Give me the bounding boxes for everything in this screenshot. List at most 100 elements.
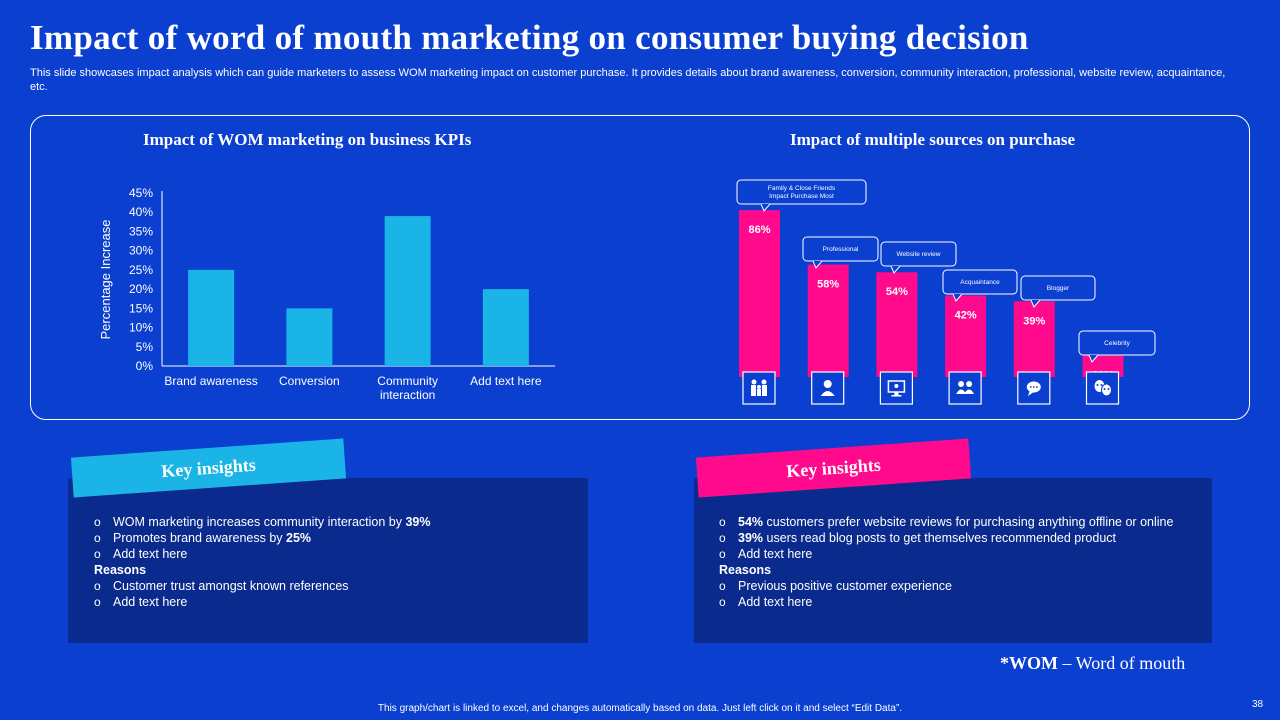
y-tick-label: 45% xyxy=(129,186,153,200)
sources-bar-chart: 86%58%54%42%39%11%Family & Close Friends… xyxy=(736,179,1156,405)
callout-tail xyxy=(1030,299,1041,308)
insight-text: Reasons xyxy=(719,563,772,577)
value-label: 54% xyxy=(886,286,908,298)
insight-text: Previous positive customer experience xyxy=(738,579,952,593)
page-subtitle: This slide showcases impact analysis whi… xyxy=(30,67,1226,93)
value-label: 42% xyxy=(955,310,977,322)
icon-head xyxy=(958,381,965,387)
insight-item: Add text here xyxy=(719,594,1189,610)
wom-footnote: *WOM – Word of mouth xyxy=(1000,653,1185,674)
theater-masks-icon xyxy=(1085,371,1120,405)
insight-value: 39% xyxy=(405,515,431,529)
kpi-bar-chart: 0% 5% 10% 15% 20% 25% 30% 35% 40% 45% Percentage I… xyxy=(98,186,555,402)
y-tick-label: 35% xyxy=(129,224,153,238)
chat-bubble-icon xyxy=(1017,371,1051,405)
insight-text: customers prefer website reviews for pur… xyxy=(763,515,1174,529)
icon-stand xyxy=(894,392,899,395)
icon-dot xyxy=(1032,386,1035,388)
charts-panel xyxy=(30,115,1250,420)
callout-text: Impact Purchase Most xyxy=(769,193,834,200)
callout-text: Acquaintance xyxy=(960,279,1000,286)
callout-bubble xyxy=(802,236,879,262)
insight-item: Add text here xyxy=(94,594,574,610)
x-tick-label: interaction xyxy=(380,388,435,402)
family-icon xyxy=(742,371,776,405)
insight-item: Add text here xyxy=(94,546,574,562)
y-tick-label: 15% xyxy=(129,301,153,315)
value-label: 86% xyxy=(748,224,770,236)
source-bar xyxy=(807,264,849,377)
source-bar xyxy=(739,210,780,377)
icon-head xyxy=(966,381,973,387)
y-axis-title: Percentage Increase xyxy=(98,220,113,340)
icon-dot xyxy=(894,384,899,388)
y-tick-label: 30% xyxy=(129,244,153,258)
y-tick-label: 40% xyxy=(129,205,153,219)
icon-head xyxy=(761,379,767,385)
icon-frame xyxy=(948,371,982,405)
callout-tail xyxy=(890,265,901,274)
y-tick-label: 20% xyxy=(129,282,153,296)
icon-body xyxy=(820,391,835,396)
insight-text: Add text here xyxy=(113,547,188,561)
source-bar xyxy=(1013,301,1055,377)
icon-eye xyxy=(1096,384,1099,386)
page-number: 38 xyxy=(1252,699,1264,710)
callout-text: Celebrity xyxy=(1104,340,1130,347)
bar xyxy=(482,289,529,366)
callout-text: Website review xyxy=(897,251,941,258)
icon-dot xyxy=(1029,386,1032,388)
callout-text: Family & Close Friends xyxy=(768,185,836,192)
insight-text: Reasons xyxy=(94,563,147,577)
icon-eye xyxy=(1107,388,1110,390)
callout-tail xyxy=(812,260,823,269)
icon-body xyxy=(956,389,967,394)
x-tick-label: Conversion xyxy=(279,374,340,388)
insight-item: Add text here xyxy=(719,546,1189,562)
reasons-heading: Reasons xyxy=(94,562,574,578)
insight-item: 54% customers prefer website reviews for… xyxy=(719,514,1189,530)
bar xyxy=(188,269,235,366)
insight-value: 39% xyxy=(738,531,764,545)
insight-item: Promotes brand awareness by 25% xyxy=(94,530,574,546)
callout-bubble xyxy=(1020,275,1096,301)
right-chart-title: Impact of multiple sources on purchase xyxy=(790,130,1076,149)
insight-text: Promotes brand awareness by xyxy=(113,531,287,545)
insight-item: Customer trust amongst known references xyxy=(94,578,574,594)
insight-text: WOM marketing increases community intera… xyxy=(113,515,406,529)
wom-abbr: *WOM xyxy=(1000,653,1058,673)
bar xyxy=(384,216,431,366)
x-tick-label: Add text here xyxy=(470,374,542,388)
icon-head xyxy=(751,379,757,385)
person-icon xyxy=(811,371,845,405)
x-tick-label: Brand awareness xyxy=(164,374,257,388)
value-label: 39% xyxy=(1023,315,1045,327)
callout-tail xyxy=(1088,354,1099,363)
callout-text: Professional xyxy=(823,246,859,253)
source-bar xyxy=(876,272,918,377)
footer-note: This graph/chart is linked to excel, and… xyxy=(377,703,903,714)
icon-eye xyxy=(1103,388,1106,390)
icon-mask xyxy=(1101,383,1112,397)
insight-item: 39% users read blog posts to get themsel… xyxy=(719,530,1189,546)
insight-item: Previous positive customer experience xyxy=(719,578,1189,594)
reasons-heading: Reasons xyxy=(719,562,1189,578)
icon-base xyxy=(891,395,902,397)
callout-bubble xyxy=(736,179,867,205)
icon-frame xyxy=(742,371,776,405)
icon-body xyxy=(757,389,761,396)
callout-bubble xyxy=(880,241,957,267)
group-icon xyxy=(948,371,982,405)
left-chart-title: Impact of WOM marketing on business KPIs xyxy=(143,130,472,149)
y-tick-label: 0% xyxy=(136,359,154,373)
insight-value: 25% xyxy=(286,531,312,545)
y-tick-label: 25% xyxy=(129,263,153,277)
insight-text: Add text here xyxy=(738,547,813,561)
icon-tail xyxy=(1027,391,1034,396)
insights-list-right: 54% customers prefer website reviews for… xyxy=(719,514,1189,610)
icon-dot xyxy=(1035,386,1038,388)
insight-item: WOM marketing increases community intera… xyxy=(94,514,574,530)
icon-head xyxy=(823,380,832,388)
insights-list-left: WOM marketing increases community intera… xyxy=(94,514,574,610)
callout-bubble xyxy=(1078,330,1156,356)
